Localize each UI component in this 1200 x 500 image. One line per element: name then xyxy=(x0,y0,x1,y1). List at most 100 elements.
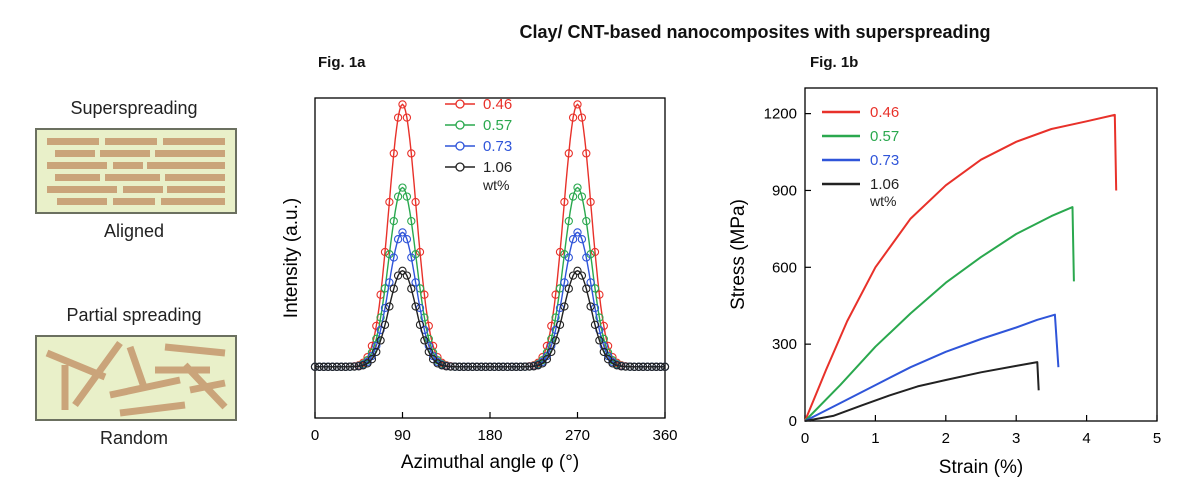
data-point xyxy=(398,183,407,192)
data-point xyxy=(630,362,639,371)
data-point xyxy=(577,271,587,280)
schematic-top-heading: Superspreading xyxy=(70,98,198,118)
data-point xyxy=(420,336,429,345)
data-point xyxy=(573,228,582,237)
data-point xyxy=(385,278,394,287)
data-point xyxy=(389,216,398,226)
data-point xyxy=(582,216,591,226)
data-point xyxy=(337,362,346,371)
data-point xyxy=(420,313,429,322)
y-axis-label: Intensity (a.u.) xyxy=(281,198,302,318)
data-point xyxy=(560,197,569,207)
data-point xyxy=(468,362,477,371)
data-point xyxy=(573,100,582,109)
data-point xyxy=(411,278,420,287)
data-point xyxy=(643,362,652,371)
data-point xyxy=(568,235,578,244)
data-point xyxy=(564,149,573,158)
series-line-0.73 xyxy=(315,231,665,368)
data-point xyxy=(319,362,328,371)
data-point xyxy=(599,341,608,351)
data-point xyxy=(660,362,670,371)
data-point xyxy=(450,362,460,371)
data-point xyxy=(358,361,368,370)
legend-label: 0.57 xyxy=(870,128,899,145)
legend-marker xyxy=(455,120,465,130)
legend-marker xyxy=(455,141,465,151)
data-point xyxy=(625,362,635,371)
data-point xyxy=(380,247,390,257)
data-point xyxy=(398,266,407,275)
data-point xyxy=(551,313,560,322)
data-point xyxy=(415,247,425,257)
data-point xyxy=(398,228,407,237)
data-point xyxy=(402,113,412,122)
data-point xyxy=(494,362,503,371)
data-point xyxy=(455,362,464,371)
main-title: Clay/ CNT-based nanocomposites with supe… xyxy=(519,22,991,42)
data-point xyxy=(402,271,412,280)
data-point xyxy=(385,302,394,311)
data-point xyxy=(590,247,600,257)
data-point xyxy=(573,183,582,192)
series-line-0.73 xyxy=(804,313,1060,422)
data-point xyxy=(354,362,363,371)
x-tick-label: 3 xyxy=(1012,430,1020,447)
data-point xyxy=(555,320,565,329)
data-point xyxy=(656,362,665,371)
data-point xyxy=(442,362,451,371)
stress-strain-chart: 0 1 2 3 4 5 0 300 600 900 1200 Strain (%) Stress (MP… xyxy=(728,87,1161,478)
x-tick-label: 0 xyxy=(311,427,319,444)
data-point xyxy=(323,362,333,371)
series-line-0.46 xyxy=(804,113,1118,422)
data-point xyxy=(595,336,604,345)
series-line-1.06 xyxy=(804,361,1040,422)
data-point xyxy=(393,235,403,244)
data-point xyxy=(310,362,320,371)
x-tick-label: 1 xyxy=(871,430,879,447)
data-point xyxy=(582,149,591,158)
data-point xyxy=(424,341,433,351)
data-point xyxy=(520,362,530,371)
data-point xyxy=(372,341,381,351)
data-point xyxy=(372,347,381,357)
data-point xyxy=(551,336,560,345)
data-point xyxy=(411,302,420,311)
x-axis-label: Strain (%) xyxy=(939,457,1023,478)
data-point xyxy=(560,302,569,311)
data-point xyxy=(617,362,626,371)
data-point xyxy=(376,313,385,322)
data-point xyxy=(402,235,412,244)
data-point xyxy=(350,362,359,371)
data-point xyxy=(341,362,350,371)
data-point xyxy=(393,271,403,280)
data-point xyxy=(463,362,473,371)
data-point xyxy=(477,362,486,371)
data-point xyxy=(638,362,648,371)
data-point xyxy=(582,253,591,262)
x-tick-label: 0 xyxy=(801,430,809,447)
random-platelets xyxy=(45,340,228,417)
data-point xyxy=(385,197,394,207)
series-line-0.57 xyxy=(315,186,665,368)
data-point xyxy=(547,341,556,351)
data-point xyxy=(393,192,403,201)
data-point xyxy=(573,266,582,275)
data-point xyxy=(542,341,552,351)
data-point xyxy=(490,362,499,371)
legend-label: 0.73 xyxy=(483,138,512,155)
data-point xyxy=(634,362,643,371)
legend-unit: wt% xyxy=(869,193,896,209)
data-point xyxy=(621,362,630,371)
data-point xyxy=(393,113,403,122)
data-point xyxy=(315,362,324,371)
y-tick-label: 900 xyxy=(772,182,797,199)
random-schematic xyxy=(35,335,237,421)
data-point xyxy=(590,320,600,329)
data-point xyxy=(363,359,372,368)
data-point xyxy=(555,247,565,257)
data-point xyxy=(582,284,591,293)
data-point xyxy=(577,192,587,201)
data-point xyxy=(586,278,595,287)
y-tick-label: 1200 xyxy=(764,106,797,123)
